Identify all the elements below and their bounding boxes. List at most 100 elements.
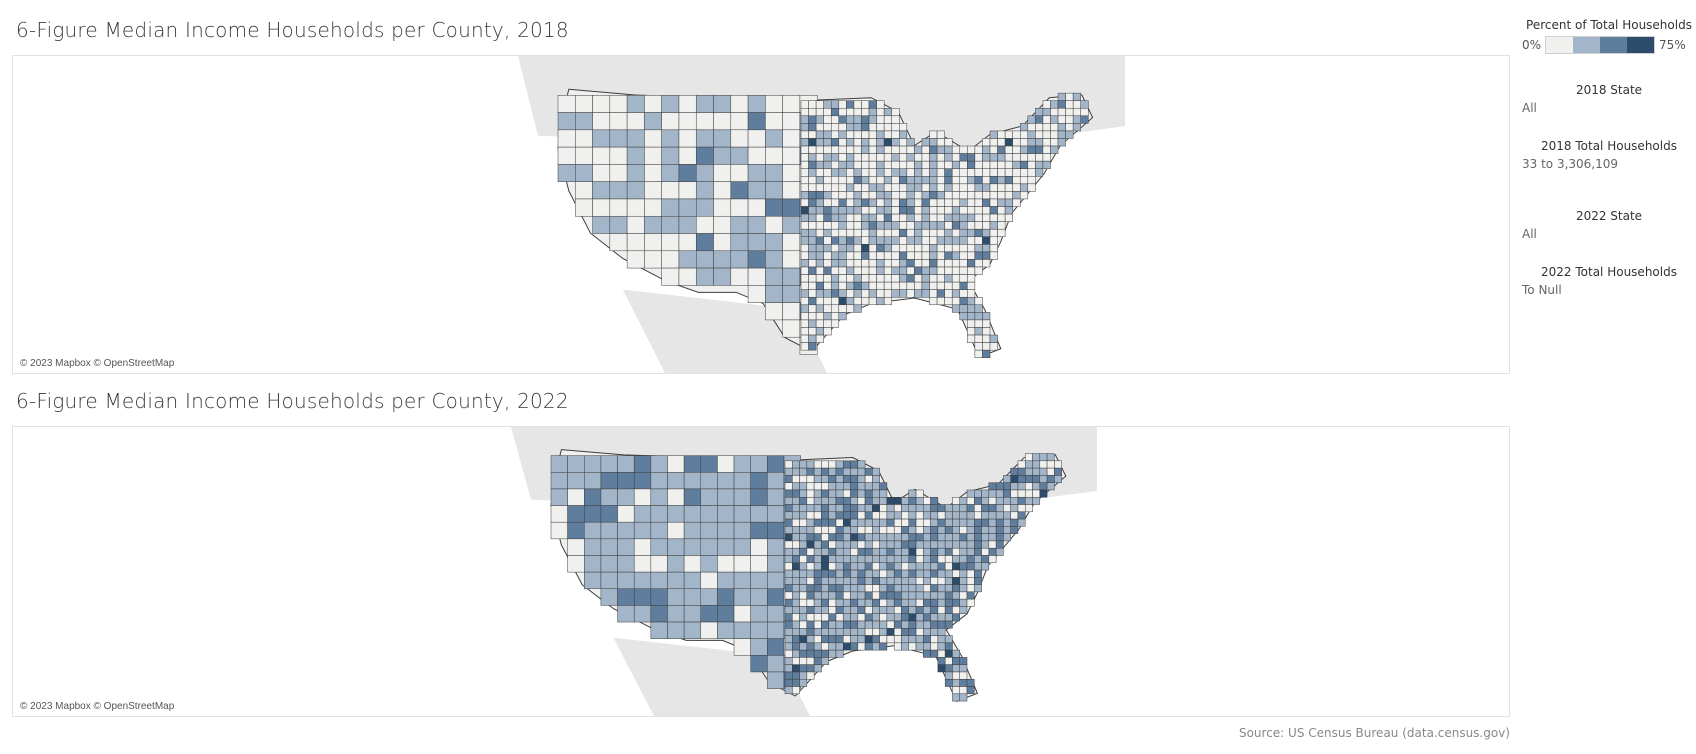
county-cell [609,112,628,131]
legend-swatch-3[interactable] [1600,37,1628,53]
county-cell [966,678,975,687]
county-cell [989,153,998,162]
county-cell [1012,153,1021,162]
county-cell [1017,460,1026,469]
county-cell [667,488,685,506]
legend-swatch-1[interactable] [1546,37,1574,53]
county-cell [864,577,873,585]
county-cell [876,259,885,268]
county-cell [747,181,766,200]
map-2018-attribution[interactable]: © 2023 Mapbox © OpenStreetMap [20,358,175,369]
county-cell [923,511,931,520]
county-cell [1027,130,1036,139]
legend-swatch-4[interactable] [1627,37,1655,53]
filter-2018-state-value[interactable]: All [1522,101,1537,115]
county-cell [876,198,885,207]
county-cell [806,540,815,549]
map-2022-canvas[interactable] [13,427,1510,717]
county-cell [784,686,793,695]
county-cell [982,145,991,154]
county-cell [557,146,576,165]
county-cell [784,562,793,571]
county-cell [1010,518,1019,527]
county-cell [952,613,960,622]
county-cell [908,613,917,622]
county-cell [974,191,983,200]
county-cell [850,569,859,578]
map-2018-canvas[interactable] [13,56,1510,374]
county-cell [823,251,832,260]
map-2022-attribution[interactable]: © 2023 Mapbox © OpenStreetMap [20,701,175,712]
county-cell [921,251,930,260]
county-cell [853,191,862,200]
county-cell [891,160,900,169]
county-cell [959,693,968,702]
county-cell [1003,526,1011,534]
county-cell [936,251,945,260]
county-cell [661,164,680,182]
county-cell [750,571,768,590]
county-cell [835,518,844,527]
county-cell [936,221,945,230]
county-cell [835,555,844,564]
county-cell [959,168,968,177]
county-cell [891,244,900,253]
county-cell [974,584,982,593]
county-cell [861,153,870,162]
county-cell [868,130,877,139]
county-cell [813,482,822,491]
legend-swatch-2[interactable] [1573,37,1601,53]
county-cell [959,664,968,673]
county-cell [937,613,946,622]
county-cell [835,475,844,483]
county-cell [767,455,785,473]
map-2022[interactable]: © 2023 Mapbox © OpenStreetMap [12,426,1510,717]
county-cell [1003,482,1011,491]
county-cell [883,221,892,230]
county-cell [915,533,924,542]
county-cell [1050,145,1059,154]
county-cell [846,221,855,230]
county-cell [915,555,924,564]
county-cell [584,488,602,506]
filter-2022-state-value[interactable]: All [1522,227,1537,241]
county-cell [861,183,870,192]
county-cell [784,555,793,564]
county-cell [929,183,938,192]
county-cell [1035,160,1044,169]
map-2018[interactable]: © 2023 Mapbox © OpenStreetMap [12,55,1510,374]
county-cell [921,228,930,238]
county-cell [667,588,685,606]
county-cell [815,289,824,298]
county-cell [695,181,714,200]
county-cell [879,613,888,622]
county-cell [806,526,815,534]
county-cell [813,467,822,476]
county-cell [806,577,815,585]
county-cell [959,304,968,313]
legend-color-ramp[interactable] [1545,36,1656,54]
county-cell [959,533,968,542]
county-cell [901,547,910,556]
county-cell [944,281,953,290]
filter-2018-households-value[interactable]: 33 to 3,306,109 [1522,157,1619,171]
county-cell [1032,467,1041,476]
county-cell [908,489,917,498]
county-cell [835,540,844,549]
county-cell [857,526,866,534]
county-cell [944,259,953,268]
county-cell [944,274,953,283]
county-cell [868,183,877,192]
county-cell [830,228,840,238]
color-legend[interactable]: 0% 75% [1522,36,1686,54]
county-cell [967,334,976,343]
county-cell [974,533,982,542]
county-cell [799,475,808,483]
county-cell [695,198,714,217]
filter-2022-households-value[interactable]: To Null [1522,283,1562,297]
county-cell [864,620,873,629]
county-cell [799,642,808,651]
county-cell [1010,482,1019,491]
county-cell [914,206,923,215]
county-cell [908,569,917,578]
